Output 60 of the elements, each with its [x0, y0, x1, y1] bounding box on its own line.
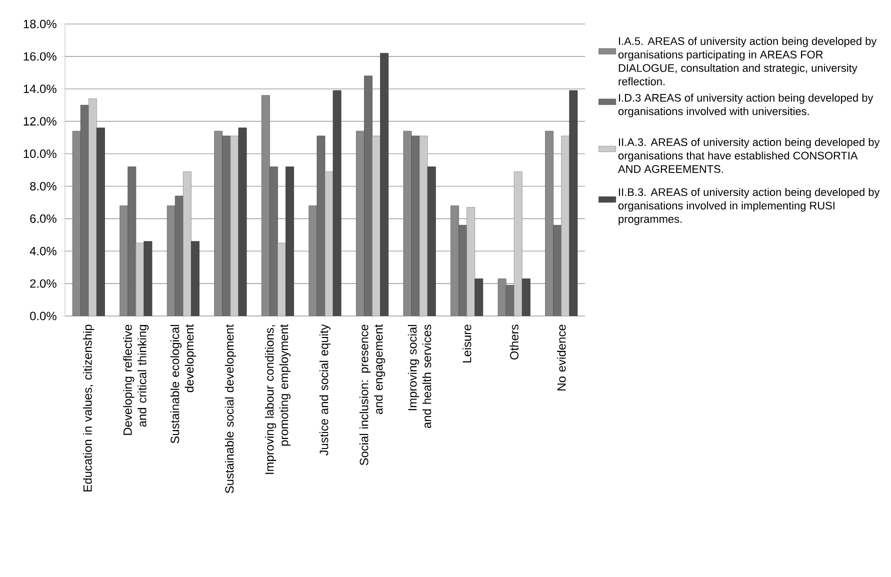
bar [96, 128, 105, 316]
x-tick-label: Leisure [462, 324, 472, 362]
bar [545, 130, 554, 316]
x-tick-label: Sustainable ecological development [170, 324, 196, 444]
legend-label: I.D.3 AREAS of university action being developed by organisations involved with universities. [618, 94, 874, 118]
legend-label: I.A.5. AREAS of university action being developed by organisations participating in AREAS FOR DIALOGUE, consultation and strategic, university reflection. [618, 36, 877, 86]
bar [380, 52, 389, 316]
y-tick-label: 8.0% [30, 182, 56, 190]
bar [278, 242, 286, 316]
bar [72, 130, 81, 316]
bar [136, 242, 144, 316]
bar [419, 136, 428, 316]
bar [214, 130, 223, 316]
bar [450, 205, 459, 316]
bar [569, 90, 578, 316]
bar [80, 104, 89, 316]
x-tick-label: No evidence [556, 324, 566, 390]
bar [286, 166, 294, 316]
bar [356, 130, 364, 316]
bar [522, 278, 530, 316]
y-tick-label: 16.0% [24, 52, 56, 61]
bar [182, 171, 192, 316]
y-tick-label: 14.0% [24, 84, 56, 94]
bar [427, 166, 436, 316]
bar [466, 207, 476, 316]
bar [261, 95, 270, 316]
y-tick-label: 0.0% [30, 312, 56, 320]
bar [269, 166, 278, 316]
legend-label: II.B.3. AREAS of university action being developed by organisations involved in implementing RUSI programmes. [618, 188, 880, 226]
y-tick-label: 4.0% [30, 246, 56, 256]
bar [174, 196, 184, 316]
x-tick-label: Improving social and health services [408, 324, 432, 428]
y-tick-label: 6.0% [30, 214, 56, 223]
legend-label: II.A.3. AREAS of university action being developed by organisations that have established CONSORTIA AND AGREEMENTS. [618, 138, 880, 173]
x-tick-label: Improving labour conditions, promoting employment [264, 324, 291, 474]
bar [120, 205, 128, 316]
bar [506, 284, 514, 316]
bar [474, 278, 484, 316]
x-tick-label: Social inclusion: presence and engagement [359, 324, 386, 466]
x-tick-label: Education in values, citizenship [83, 324, 94, 492]
x-tick-label: Justice and social equity [319, 324, 331, 456]
bar [553, 224, 562, 316]
bar [458, 224, 468, 316]
y-tick-label: 10.0% [24, 150, 56, 158]
y-tick-label: 2.0% [30, 279, 56, 288]
bar [166, 205, 176, 316]
bar [128, 166, 136, 316]
bar [561, 136, 570, 316]
y-tick-label: 12.0% [24, 117, 56, 126]
bar [191, 241, 200, 316]
bar [332, 90, 342, 316]
x-tick-label: Sustainable social development [224, 324, 236, 494]
y-tick-label: 18.0% [24, 20, 56, 28]
bar [514, 171, 522, 316]
bar [222, 136, 231, 316]
x-tick-label: Developing reflective and critical thinking [123, 324, 149, 435]
bar [372, 136, 381, 316]
bar [88, 98, 97, 316]
bar [364, 76, 372, 316]
x-tick-label: Others [510, 324, 518, 360]
